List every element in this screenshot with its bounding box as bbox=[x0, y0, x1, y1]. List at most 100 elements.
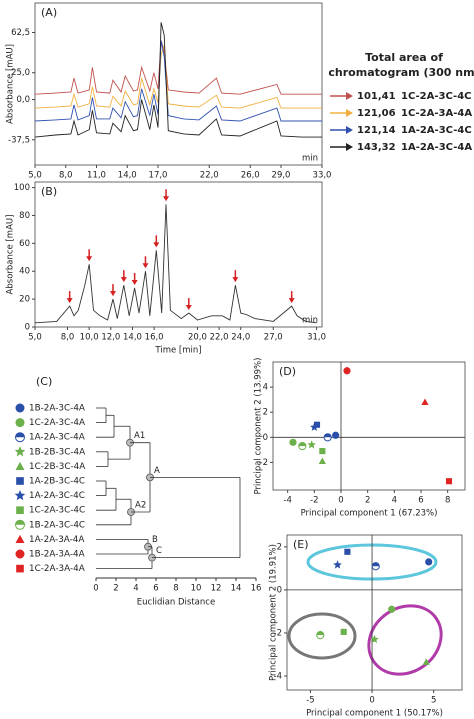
peak-arrow bbox=[232, 270, 239, 283]
plot-frame bbox=[34, 181, 323, 328]
marker-square bbox=[16, 564, 24, 573]
x-tick-label: 11,0 bbox=[87, 171, 106, 181]
x-tick-label: 8 bbox=[445, 496, 450, 506]
peak-arrow bbox=[131, 272, 138, 285]
peak-arrow-head bbox=[131, 279, 138, 285]
marker-circle bbox=[15, 403, 25, 413]
marker-star bbox=[370, 634, 379, 644]
marker-star bbox=[14, 490, 26, 501]
x-tick-label: 0 bbox=[93, 584, 98, 594]
marker bbox=[15, 549, 25, 559]
marker-triangle bbox=[318, 457, 326, 465]
marker-half-fill bbox=[372, 562, 380, 567]
legend-arrow-head bbox=[346, 126, 353, 134]
peak-arrow bbox=[185, 298, 192, 311]
leaf-label: 1B-2B-3C-4A bbox=[29, 447, 85, 457]
legend-arrow-head bbox=[346, 109, 353, 117]
peak-arrow-head bbox=[66, 298, 73, 304]
x-tick-label: 4 bbox=[133, 584, 138, 594]
x-tick-label: 24,0 bbox=[231, 333, 250, 343]
marker bbox=[16, 564, 24, 573]
marker-square bbox=[344, 548, 351, 555]
panel-label: (C) bbox=[36, 375, 52, 388]
y-axis-label: Principal component 2 (13.99%) bbox=[254, 358, 264, 495]
cluster-ellipse bbox=[287, 612, 357, 660]
peak-arrow bbox=[66, 291, 73, 304]
marker bbox=[323, 433, 332, 442]
x-tick-label: 12 bbox=[211, 584, 222, 594]
peak-arrow bbox=[109, 284, 116, 297]
marker bbox=[14, 446, 26, 457]
marker bbox=[319, 448, 326, 455]
x-tick-label: 0 bbox=[369, 696, 374, 706]
leaf-label: 1C-2A-3C-4C bbox=[29, 506, 85, 516]
legend-area: 101,41 bbox=[357, 91, 396, 102]
x-axis-label: Euclidian Distance bbox=[137, 598, 215, 608]
y-tick-label: 0 bbox=[263, 433, 268, 443]
peak-arrow-head bbox=[86, 256, 93, 262]
marker bbox=[310, 422, 319, 431]
marker bbox=[16, 506, 24, 515]
peak-arrow bbox=[288, 291, 295, 304]
x-tick-label: 6 bbox=[153, 584, 158, 594]
x-tick-label: 6 bbox=[418, 496, 423, 506]
y-tick-label: -37,5 bbox=[8, 135, 30, 145]
y-tick-label: 0 bbox=[277, 585, 282, 595]
cluster-label: A1 bbox=[134, 431, 145, 441]
plot-frame bbox=[272, 361, 466, 491]
x-tick-label: 10,0 bbox=[80, 333, 99, 343]
y-axis-label: Absorbance [mAU] bbox=[6, 44, 16, 124]
marker bbox=[421, 398, 429, 406]
marker-star bbox=[14, 446, 26, 457]
marker-square bbox=[319, 448, 326, 455]
x-tick-label: 0 bbox=[338, 496, 343, 506]
panel-label: (B) bbox=[41, 185, 57, 198]
x-tick-label: -4 bbox=[283, 496, 291, 506]
legend-arrow-head bbox=[346, 143, 353, 151]
legend-area: 121,06 bbox=[357, 108, 396, 119]
peak-arrow-head bbox=[109, 291, 116, 297]
marker-triangle bbox=[15, 534, 25, 543]
legend-title: Total area of bbox=[365, 51, 443, 64]
leaf-label: 1B-2A-3A-4A bbox=[29, 550, 85, 560]
x-unit: min bbox=[302, 154, 318, 164]
x-tick-label: 26,0 bbox=[241, 171, 260, 181]
marker-half-fill bbox=[324, 433, 332, 438]
cluster-label: A2 bbox=[135, 501, 146, 511]
y-tick-label: 2 bbox=[277, 542, 282, 552]
x-unit: min bbox=[302, 316, 318, 326]
marker bbox=[332, 431, 340, 439]
marker bbox=[14, 490, 26, 501]
panel-label: (D) bbox=[279, 365, 296, 378]
leaf-label: 1A-2A-3A-4A bbox=[29, 535, 84, 545]
plot-frame bbox=[34, 2, 323, 166]
marker bbox=[316, 631, 325, 640]
x-axis-label: Principal component 1 (67.23%) bbox=[301, 509, 438, 519]
y-tick-label: 100 bbox=[14, 183, 30, 193]
marker bbox=[16, 477, 24, 485]
marker bbox=[333, 560, 342, 569]
x-tick-label: 16 bbox=[251, 584, 262, 594]
peak-arrow-head bbox=[163, 196, 170, 202]
marker bbox=[313, 421, 321, 428]
x-axis-label: Principal component 1 (50.17%) bbox=[306, 709, 443, 719]
cluster-label: B bbox=[152, 535, 158, 545]
marker bbox=[318, 457, 326, 465]
legend-area: 121,14 bbox=[357, 125, 396, 136]
marker bbox=[298, 441, 307, 451]
peak-arrow bbox=[163, 189, 170, 202]
cluster-label: C bbox=[156, 546, 162, 556]
marker-half-fill bbox=[15, 432, 25, 438]
y-tick-label: 4 bbox=[263, 383, 268, 393]
marker-square bbox=[340, 628, 347, 635]
y-tick-label: 20 bbox=[19, 295, 30, 305]
x-tick-label: 8 bbox=[173, 584, 178, 594]
y-tick-label: 0 bbox=[25, 323, 30, 333]
marker-half-fill bbox=[15, 520, 25, 525]
marker-triangle bbox=[15, 461, 25, 470]
y-tick-label: 60 bbox=[19, 239, 30, 249]
x-tick-label: 12,0 bbox=[101, 333, 120, 343]
chromatogram-line bbox=[34, 40, 322, 122]
marker bbox=[340, 628, 347, 635]
y-tick-label: 0,0 bbox=[16, 95, 30, 105]
